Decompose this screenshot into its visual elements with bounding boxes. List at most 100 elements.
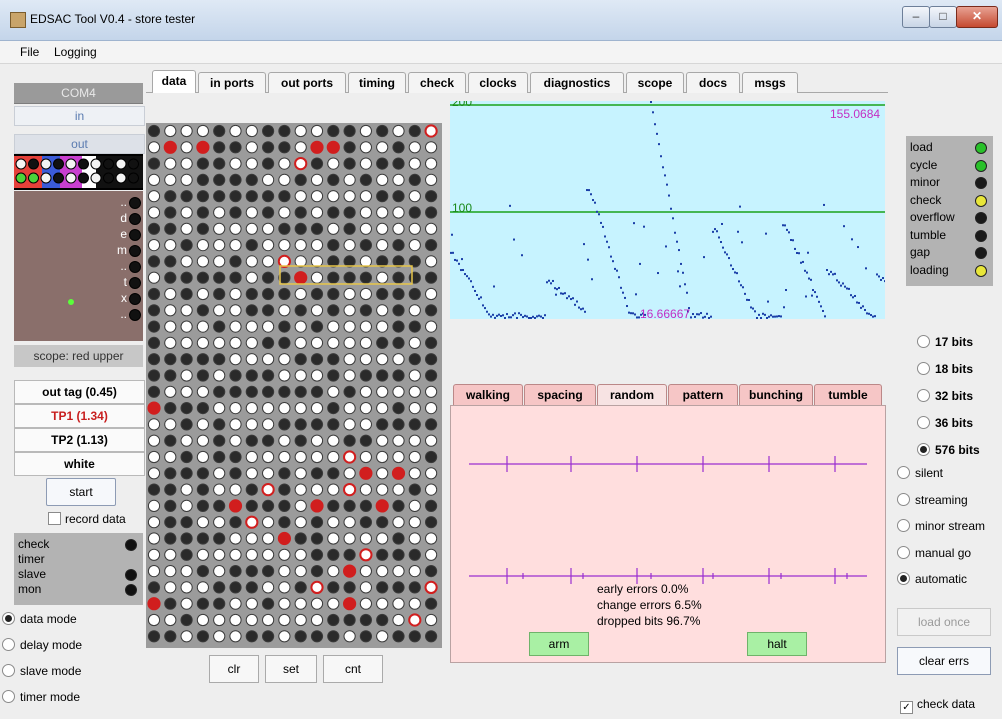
store-bit[interactable] [164, 597, 177, 610]
store-bit[interactable] [262, 402, 275, 415]
store-bit[interactable] [180, 450, 193, 464]
store-bit[interactable] [359, 483, 372, 496]
store-bit[interactable] [408, 124, 421, 138]
out-tag-button[interactable]: out tag (0.45) [14, 380, 145, 404]
store-bit[interactable] [180, 532, 193, 545]
store-bit[interactable] [164, 124, 177, 138]
store-bit[interactable] [392, 516, 405, 529]
store-bit[interactable] [262, 450, 275, 464]
store-bit[interactable] [376, 630, 389, 643]
store-bit[interactable] [213, 304, 226, 317]
store-bit[interactable] [392, 499, 405, 512]
store-bit[interactable] [327, 124, 340, 138]
store-bit[interactable] [376, 336, 389, 349]
check-data-tick[interactable]: ✓ [900, 701, 913, 714]
store-bit[interactable] [262, 369, 275, 382]
output-automatic[interactable]: automatic [897, 572, 967, 586]
store-bit[interactable] [278, 597, 291, 610]
store-bit[interactable] [310, 124, 324, 138]
store-bit[interactable] [229, 239, 242, 252]
store-bit[interactable] [164, 255, 177, 268]
store-bit[interactable] [164, 369, 177, 382]
store-bit[interactable] [310, 271, 324, 284]
store-bit[interactable] [278, 320, 291, 333]
store-bit[interactable] [392, 320, 405, 333]
store-bit[interactable] [327, 532, 340, 545]
store-bit[interactable] [425, 418, 438, 431]
store-bit[interactable] [229, 304, 242, 317]
store-bit[interactable] [294, 239, 307, 252]
store-bit[interactable] [278, 124, 291, 138]
store-bit[interactable] [278, 222, 291, 235]
store-bit[interactable] [327, 287, 340, 301]
mode-timer[interactable]: timer mode [2, 690, 80, 704]
store-bit[interactable] [147, 516, 161, 529]
store-bit[interactable] [343, 402, 356, 415]
store-bit[interactable] [376, 206, 389, 219]
store-grid[interactable] [146, 123, 442, 648]
store-bit[interactable] [278, 402, 291, 415]
store-bit[interactable] [213, 467, 226, 480]
store-bit[interactable] [343, 141, 356, 154]
store-bit[interactable] [327, 271, 340, 284]
store-bit[interactable] [147, 157, 161, 170]
store-bit[interactable] [164, 190, 177, 203]
store-bit[interactable] [213, 336, 226, 349]
store-bit[interactable] [326, 140, 340, 154]
store-bit[interactable] [213, 434, 226, 447]
store-bit[interactable] [408, 516, 421, 529]
store-bit[interactable] [359, 597, 372, 610]
store-bit[interactable] [262, 630, 275, 643]
store-bit[interactable] [376, 320, 389, 333]
output-radio[interactable] [897, 519, 910, 532]
store-bit[interactable] [408, 353, 421, 366]
store-bit[interactable] [229, 369, 242, 382]
store-bit[interactable] [180, 369, 193, 382]
store-bit[interactable] [343, 369, 356, 382]
store-bit[interactable] [343, 516, 356, 529]
store-bit[interactable] [147, 320, 161, 333]
tab-out-ports[interactable]: out ports [268, 72, 346, 93]
store-bit[interactable] [147, 336, 161, 349]
store-bit[interactable] [408, 304, 421, 317]
store-bit[interactable] [294, 434, 307, 447]
store-bit[interactable] [376, 516, 389, 529]
store-bit[interactable] [375, 499, 389, 513]
store-bit[interactable] [213, 271, 226, 284]
store-bit[interactable] [327, 190, 340, 203]
store-bit[interactable] [262, 255, 275, 268]
set-button[interactable]: set [265, 655, 317, 683]
store-bit[interactable] [229, 418, 242, 431]
store-bit[interactable] [408, 173, 421, 187]
store-bit[interactable] [294, 532, 307, 545]
store-bit[interactable] [294, 124, 307, 138]
store-bit[interactable] [408, 369, 421, 382]
store-bit[interactable] [278, 630, 291, 643]
clear-errs-button[interactable]: clear errs [897, 647, 991, 675]
store-bit[interactable] [392, 450, 405, 464]
store-bit[interactable] [278, 206, 291, 219]
store-bit[interactable] [310, 287, 324, 301]
store-bit[interactable] [213, 597, 226, 610]
store-bit[interactable] [147, 565, 161, 578]
store-bit[interactable] [278, 548, 291, 561]
store-bit[interactable] [229, 124, 242, 138]
store-bit[interactable] [310, 499, 324, 513]
close-button[interactable]: ✕ [956, 6, 998, 28]
store-bit[interactable] [196, 239, 210, 252]
store-bit[interactable] [359, 369, 372, 382]
store-bit[interactable] [392, 124, 405, 138]
store-bit[interactable] [359, 190, 372, 203]
store-bit[interactable] [147, 255, 161, 268]
bits-17-bits[interactable]: 17 bits [917, 335, 973, 349]
store-bit[interactable] [359, 304, 372, 317]
store-bit[interactable] [196, 402, 210, 415]
store-bit[interactable] [245, 222, 258, 235]
bits-radio[interactable] [917, 335, 930, 348]
store-bit[interactable] [425, 173, 438, 187]
store-bit[interactable] [278, 581, 291, 594]
store-bit[interactable] [245, 467, 258, 480]
store-bit[interactable] [245, 450, 258, 464]
store-bit[interactable] [278, 450, 291, 464]
store-bit[interactable] [164, 206, 177, 219]
